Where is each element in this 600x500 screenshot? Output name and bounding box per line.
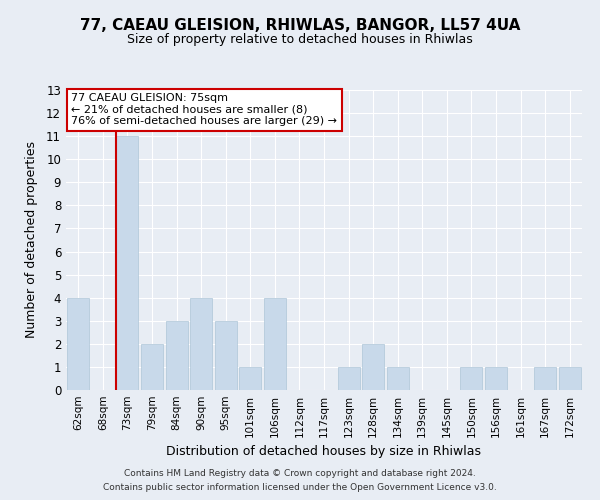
Bar [460, 367, 482, 390]
Text: Size of property relative to detached houses in Rhiwlas: Size of property relative to detached ho… [127, 32, 473, 46]
Bar [141, 344, 163, 390]
Bar [338, 367, 359, 390]
Bar [116, 136, 139, 390]
Text: 77 CAEAU GLEISION: 75sqm
← 21% of detached houses are smaller (8)
76% of semi-de: 77 CAEAU GLEISION: 75sqm ← 21% of detach… [71, 93, 337, 126]
Bar [215, 321, 237, 390]
Text: Contains HM Land Registry data © Crown copyright and database right 2024.: Contains HM Land Registry data © Crown c… [124, 468, 476, 477]
Bar [534, 367, 556, 390]
Bar [166, 321, 188, 390]
Text: Contains public sector information licensed under the Open Government Licence v3: Contains public sector information licen… [103, 484, 497, 492]
Bar [67, 298, 89, 390]
Bar [485, 367, 507, 390]
X-axis label: Distribution of detached houses by size in Rhiwlas: Distribution of detached houses by size … [167, 446, 482, 458]
Y-axis label: Number of detached properties: Number of detached properties [25, 142, 38, 338]
Bar [559, 367, 581, 390]
Bar [190, 298, 212, 390]
Text: 77, CAEAU GLEISION, RHIWLAS, BANGOR, LL57 4UA: 77, CAEAU GLEISION, RHIWLAS, BANGOR, LL5… [80, 18, 520, 32]
Bar [264, 298, 286, 390]
Bar [239, 367, 262, 390]
Bar [386, 367, 409, 390]
Bar [362, 344, 384, 390]
